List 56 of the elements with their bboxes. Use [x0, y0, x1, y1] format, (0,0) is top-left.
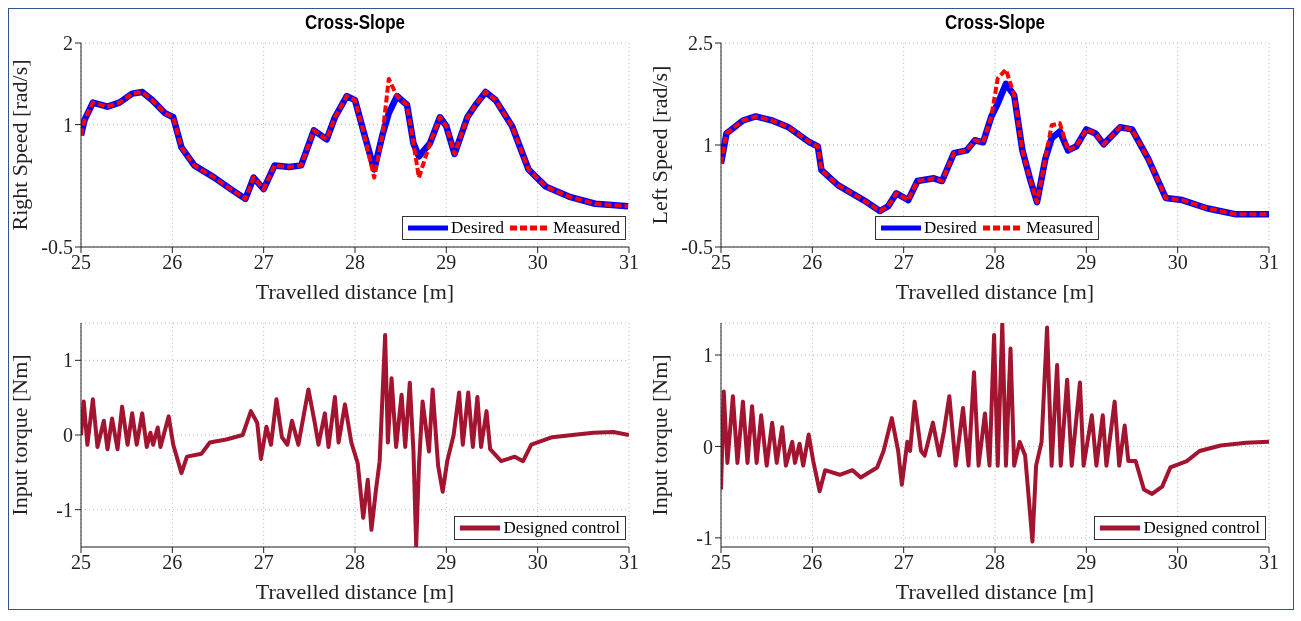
- y-tick-label: 1: [63, 349, 73, 372]
- chart-title: Cross-Slope: [303, 11, 407, 34]
- x-axis-title: Travelled distance [m]: [895, 279, 1095, 304]
- x-tick-label: 26: [802, 551, 823, 574]
- x-tick-label: 27: [253, 551, 274, 574]
- y-tick-label: 1: [703, 344, 713, 367]
- x-tick-label: 25: [71, 551, 91, 574]
- y-axis-title: Input torque [Nm]: [646, 354, 672, 516]
- y-tick-label: 2.5: [688, 32, 713, 55]
- x-tick-label: 31: [1259, 251, 1279, 274]
- x-tick-label: 28: [345, 551, 365, 574]
- x-axis-title: Travelled distance [m]: [895, 579, 1095, 604]
- x-tick-label: 29: [436, 551, 457, 574]
- x-tick-label: 30: [1167, 251, 1188, 274]
- legend-label: Designed control: [1143, 518, 1260, 538]
- legend-label: Measured: [552, 218, 620, 238]
- y-axis-title: Input torque [Nm]: [6, 354, 32, 516]
- x-tick-label: 26: [162, 551, 183, 574]
- y-tick-label: 0: [703, 435, 713, 458]
- x-tick-label: 25: [711, 551, 731, 574]
- y-tick-label: 0: [63, 424, 73, 447]
- x-tick-label: 28: [985, 551, 1005, 574]
- x-tick-label: 31: [619, 251, 639, 274]
- x-tick-label: 27: [893, 551, 914, 574]
- x-tick-label: 31: [619, 551, 639, 574]
- x-tick-label: 28: [345, 251, 365, 274]
- x-tick-label: 30: [527, 251, 548, 274]
- x-tick-label: 27: [893, 251, 914, 274]
- y-axis-title: Left Speed [rad/s]: [646, 65, 672, 225]
- x-tick-label: 29: [1076, 551, 1097, 574]
- legend-label: Desired: [451, 218, 504, 238]
- y-tick-label: -0.5: [681, 236, 713, 259]
- y-tick-label: -1: [56, 498, 73, 521]
- x-tick-label: 29: [1076, 251, 1097, 274]
- x-tick-label: 26: [802, 251, 823, 274]
- x-tick-label: 26: [162, 251, 183, 274]
- x-tick-label: 25: [71, 251, 91, 274]
- x-tick-label: 30: [527, 551, 548, 574]
- x-axis-title: Travelled distance [m]: [255, 579, 455, 604]
- legend-label: Desired: [924, 218, 977, 238]
- x-tick-label: 30: [1167, 551, 1188, 574]
- legend-label: Designed control: [503, 518, 620, 538]
- y-tick-label: 1: [63, 113, 73, 136]
- x-tick-label: 31: [1259, 551, 1279, 574]
- x-tick-label: 27: [253, 251, 274, 274]
- y-axis-title: Right Speed [rad/s]: [6, 59, 32, 231]
- x-tick-label: 25: [711, 251, 731, 274]
- chart-title: Cross-Slope: [943, 11, 1047, 34]
- x-tick-label: 29: [436, 251, 457, 274]
- y-tick-label: 1: [703, 134, 713, 157]
- y-tick-label: -1: [696, 526, 713, 549]
- y-tick-label: -0.5: [41, 236, 73, 259]
- x-axis-title: Travelled distance [m]: [255, 279, 455, 304]
- x-tick-label: 28: [985, 251, 1005, 274]
- y-tick-label: 2: [63, 32, 73, 55]
- legend-label: Measured: [1025, 218, 1093, 238]
